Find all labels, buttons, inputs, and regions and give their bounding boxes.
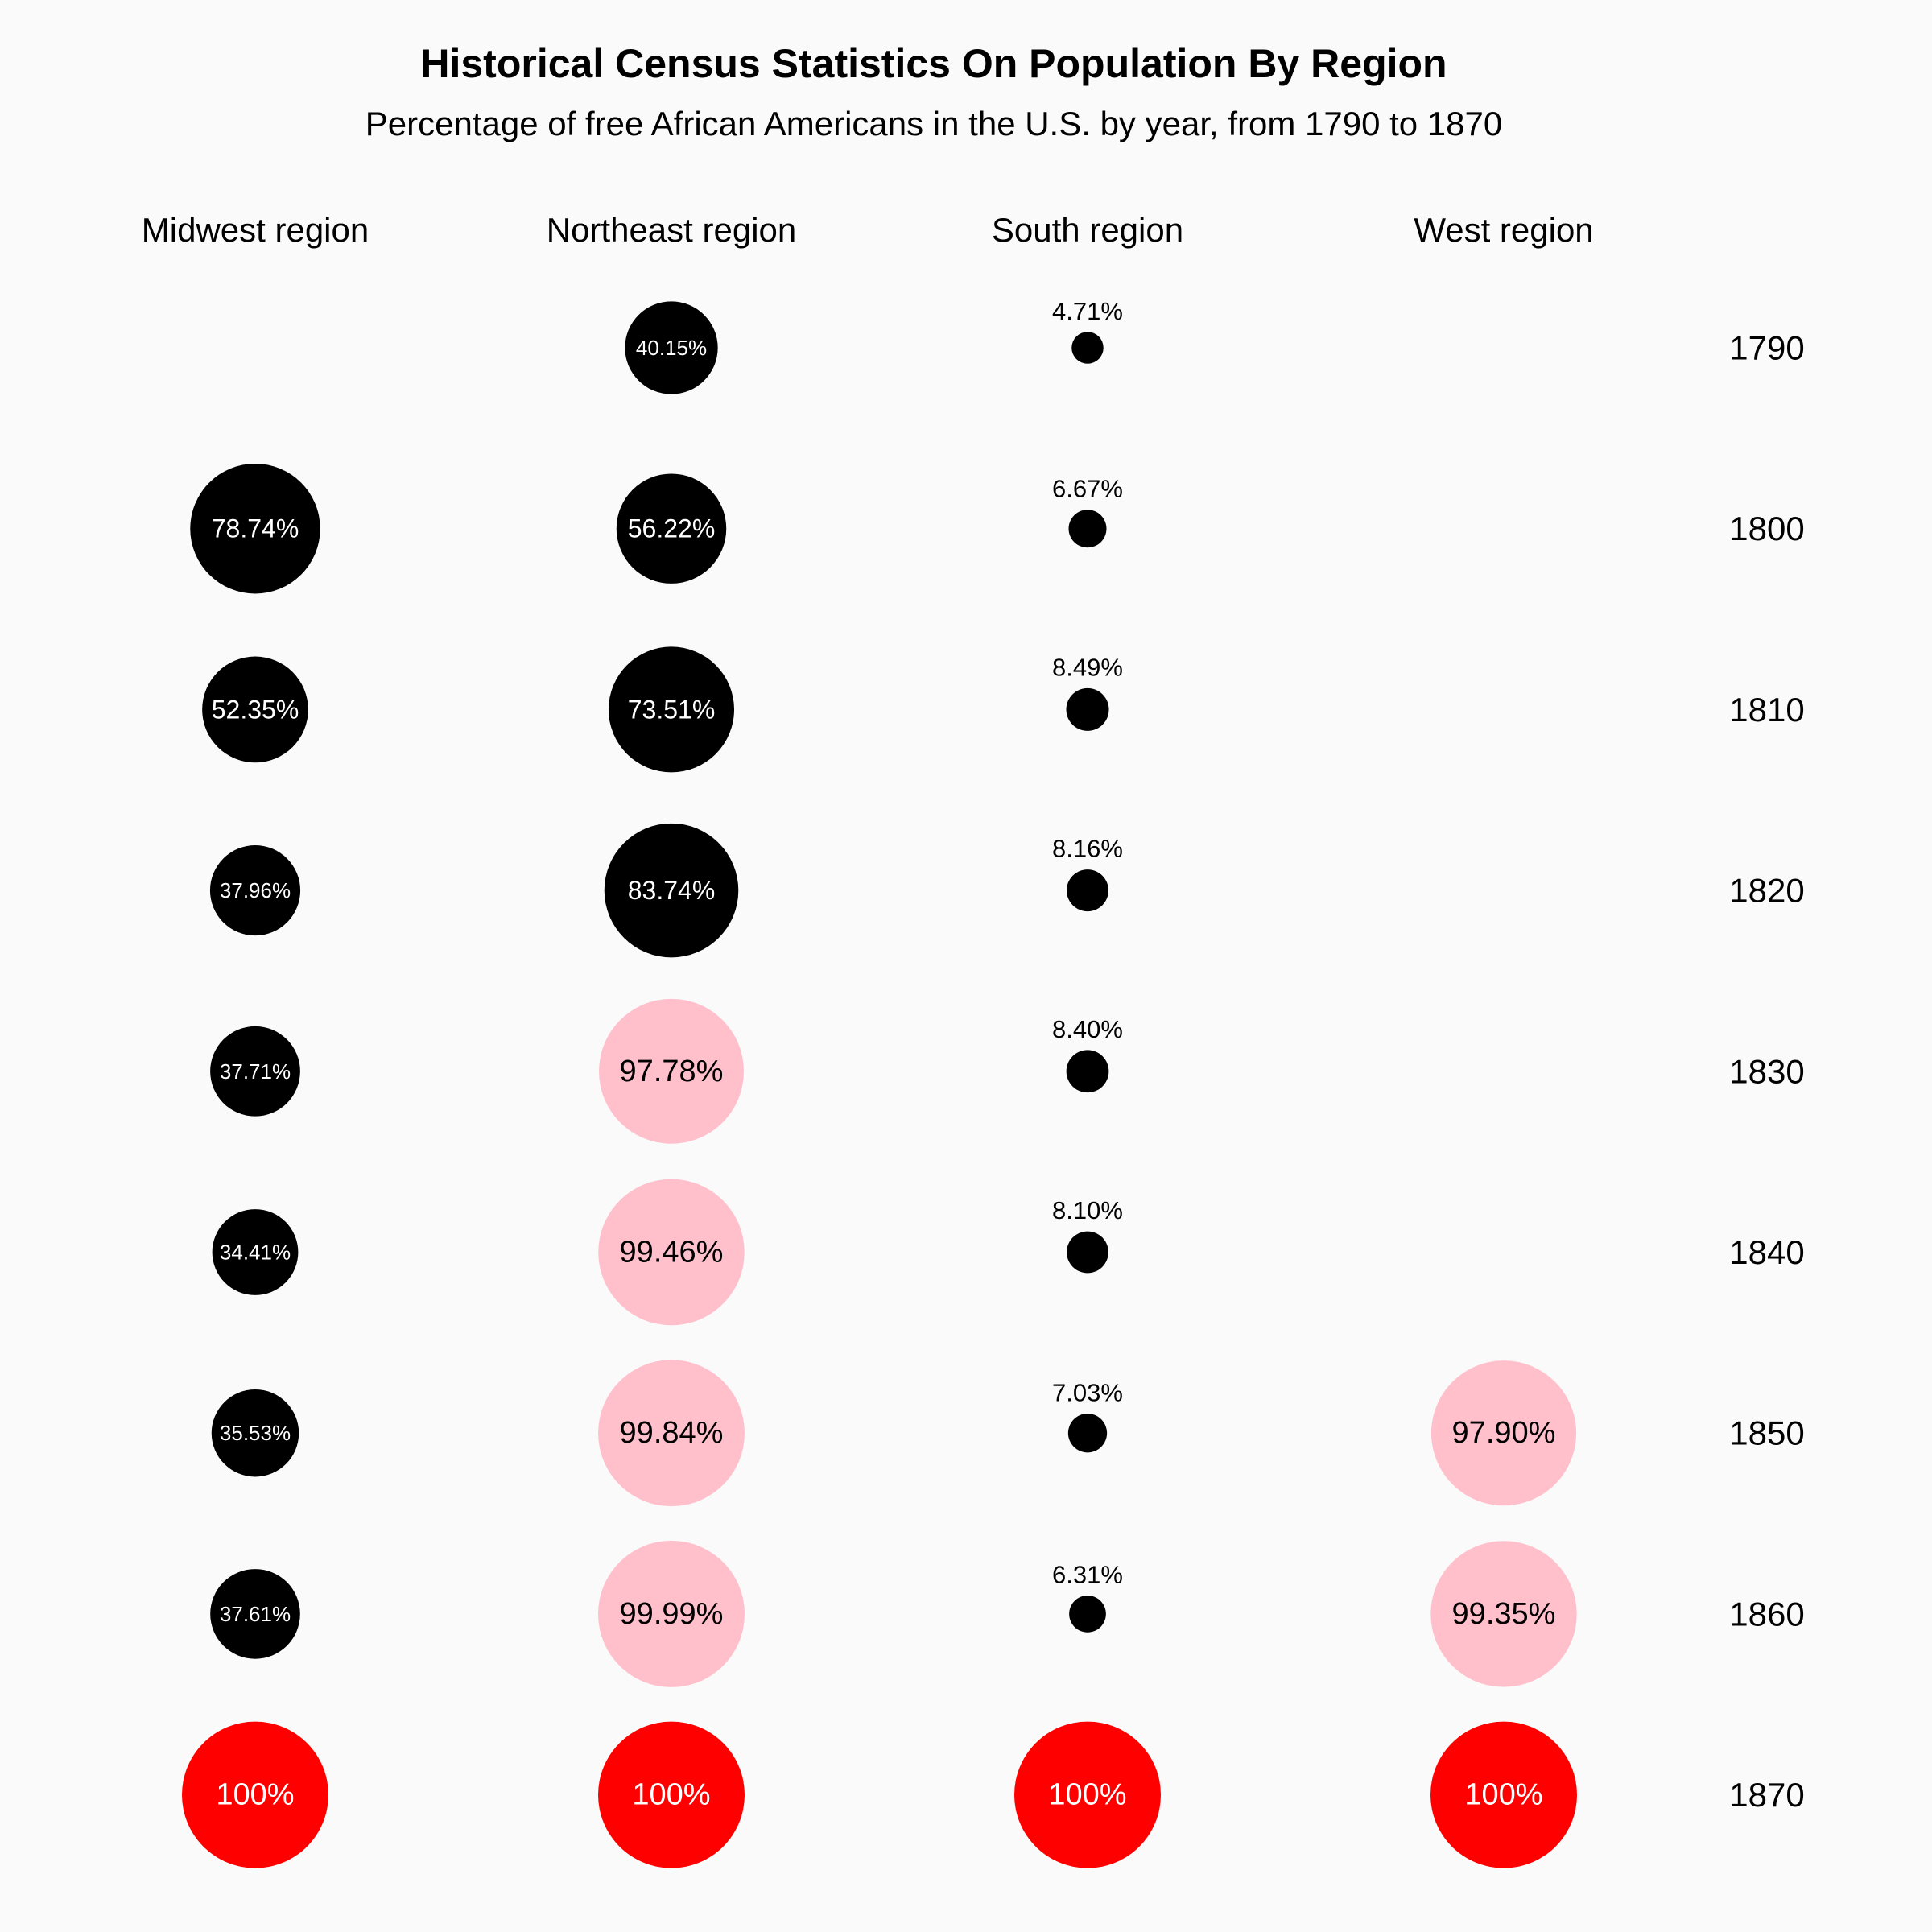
- year-label-1800: 1800: [1729, 510, 1804, 547]
- value-label-south-region-1860: 6.31%: [1052, 1561, 1123, 1589]
- value-label-midwest-region-1820: 37.96%: [220, 878, 291, 902]
- year-label-1850: 1850: [1729, 1414, 1804, 1452]
- year-labels: 1790 1800 1810 1820 1830 1840 1850 1860 1870: [1729, 329, 1804, 1814]
- bubble-midwest-region-1830: [210, 1026, 300, 1117]
- bubble-south-region-1830: [1066, 1050, 1109, 1093]
- value-labels: 78.74% 52.35% 37.96% 37.71% 34.41% 35.53% 37.6…: [212, 297, 1556, 1812]
- value-label-midwest-region-1850: 35.53%: [220, 1421, 291, 1445]
- year-label-1790: 1790: [1729, 329, 1804, 367]
- region-header-south-region: South region: [992, 211, 1183, 249]
- value-label-south-region-1850: 7.03%: [1052, 1379, 1123, 1407]
- bubble-south-region-1870: [1014, 1721, 1161, 1868]
- year-label-1860: 1860: [1729, 1595, 1804, 1633]
- value-label-south-region-1790: 4.71%: [1052, 297, 1123, 325]
- bubble-northeast-region-1820: [604, 823, 739, 958]
- bubble-midwest-region-1840: [212, 1209, 299, 1295]
- bubble-south-region-1840: [1067, 1231, 1108, 1274]
- value-label-south-region-1810: 8.49%: [1052, 653, 1123, 681]
- bubble-midwest-region-1860: [210, 1569, 300, 1659]
- bubble-south-region-1860: [1069, 1596, 1106, 1633]
- chart-title: Historical Census Statistics On Populati…: [420, 41, 1447, 86]
- bubble-northeast-region-1870: [598, 1721, 745, 1868]
- year-label-1810: 1810: [1729, 691, 1804, 729]
- value-label-midwest-region-1800: 78.74%: [212, 514, 299, 543]
- value-label-west-region-1850: 97.90%: [1452, 1416, 1556, 1450]
- value-label-south-region-1800: 6.67%: [1052, 475, 1123, 503]
- bubble-west-region-1850: [1430, 1360, 1577, 1506]
- bubble-northeast-region-1840: [598, 1179, 745, 1326]
- bubble-south-region-1820: [1067, 869, 1108, 912]
- value-label-west-region-1860: 99.35%: [1452, 1597, 1556, 1631]
- bubble-midwest-region-1800: [190, 463, 320, 594]
- value-label-midwest-region-1860: 37.61%: [220, 1602, 291, 1626]
- value-label-northeast-region-1830: 97.78%: [620, 1055, 724, 1088]
- region-headers: Midwest region Northeast region South regi…: [142, 211, 1594, 249]
- bubble-northeast-region-1850: [598, 1360, 745, 1507]
- bubble-south-region-1800: [1068, 510, 1107, 548]
- value-label-northeast-region-1820: 83.74%: [628, 876, 716, 905]
- bubble-northeast-region-1790: [625, 301, 718, 394]
- bubbles: [182, 301, 1577, 1868]
- value-label-midwest-region-1810: 52.35%: [212, 695, 299, 724]
- value-label-northeast-region-1800: 56.22%: [628, 514, 716, 543]
- bubble-midwest-region-1810: [202, 656, 308, 763]
- bubble-northeast-region-1810: [608, 646, 735, 773]
- value-label-west-region-1870: 100%: [1464, 1778, 1542, 1812]
- bubble-west-region-1870: [1430, 1721, 1577, 1868]
- value-label-northeast-region-1840: 99.46%: [620, 1236, 724, 1269]
- bubble-northeast-region-1800: [616, 473, 727, 584]
- value-label-midwest-region-1870: 100%: [216, 1778, 294, 1812]
- bubble-midwest-region-1850: [211, 1389, 299, 1477]
- year-label-1870: 1870: [1729, 1776, 1804, 1814]
- value-label-south-region-1870: 100%: [1048, 1778, 1126, 1812]
- value-label-south-region-1840: 8.10%: [1052, 1196, 1123, 1224]
- bubble-midwest-region-1870: [182, 1721, 328, 1868]
- bubble-west-region-1860: [1430, 1541, 1577, 1687]
- bubble-northeast-region-1830: [599, 998, 744, 1144]
- bubble-south-region-1850: [1067, 1414, 1108, 1453]
- region-header-northeast-region: Northeast region: [547, 211, 797, 249]
- value-label-northeast-region-1850: 99.84%: [620, 1416, 724, 1450]
- value-label-northeast-region-1810: 73.51%: [628, 695, 716, 724]
- value-label-northeast-region-1860: 99.99%: [620, 1597, 724, 1631]
- year-label-1830: 1830: [1729, 1052, 1804, 1090]
- bubble-midwest-region-1820: [209, 845, 301, 936]
- year-label-1840: 1840: [1729, 1233, 1804, 1271]
- value-label-midwest-region-1840: 34.41%: [220, 1241, 291, 1265]
- bubble-south-region-1810: [1066, 687, 1109, 731]
- bubble-south-region-1790: [1071, 332, 1104, 364]
- year-label-1820: 1820: [1729, 872, 1804, 910]
- value-label-south-region-1820: 8.16%: [1052, 835, 1123, 863]
- value-label-south-region-1830: 8.40%: [1052, 1015, 1123, 1043]
- region-header-midwest-region: Midwest region: [142, 211, 369, 249]
- value-label-northeast-region-1790: 40.15%: [636, 336, 707, 360]
- value-label-northeast-region-1870: 100%: [632, 1778, 710, 1812]
- region-header-west-region: West region: [1414, 211, 1593, 249]
- chart-subtitle: Percentage of free African Americans in …: [365, 105, 1502, 142]
- bubble-northeast-region-1860: [598, 1540, 745, 1687]
- value-label-midwest-region-1830: 37.71%: [220, 1059, 291, 1084]
